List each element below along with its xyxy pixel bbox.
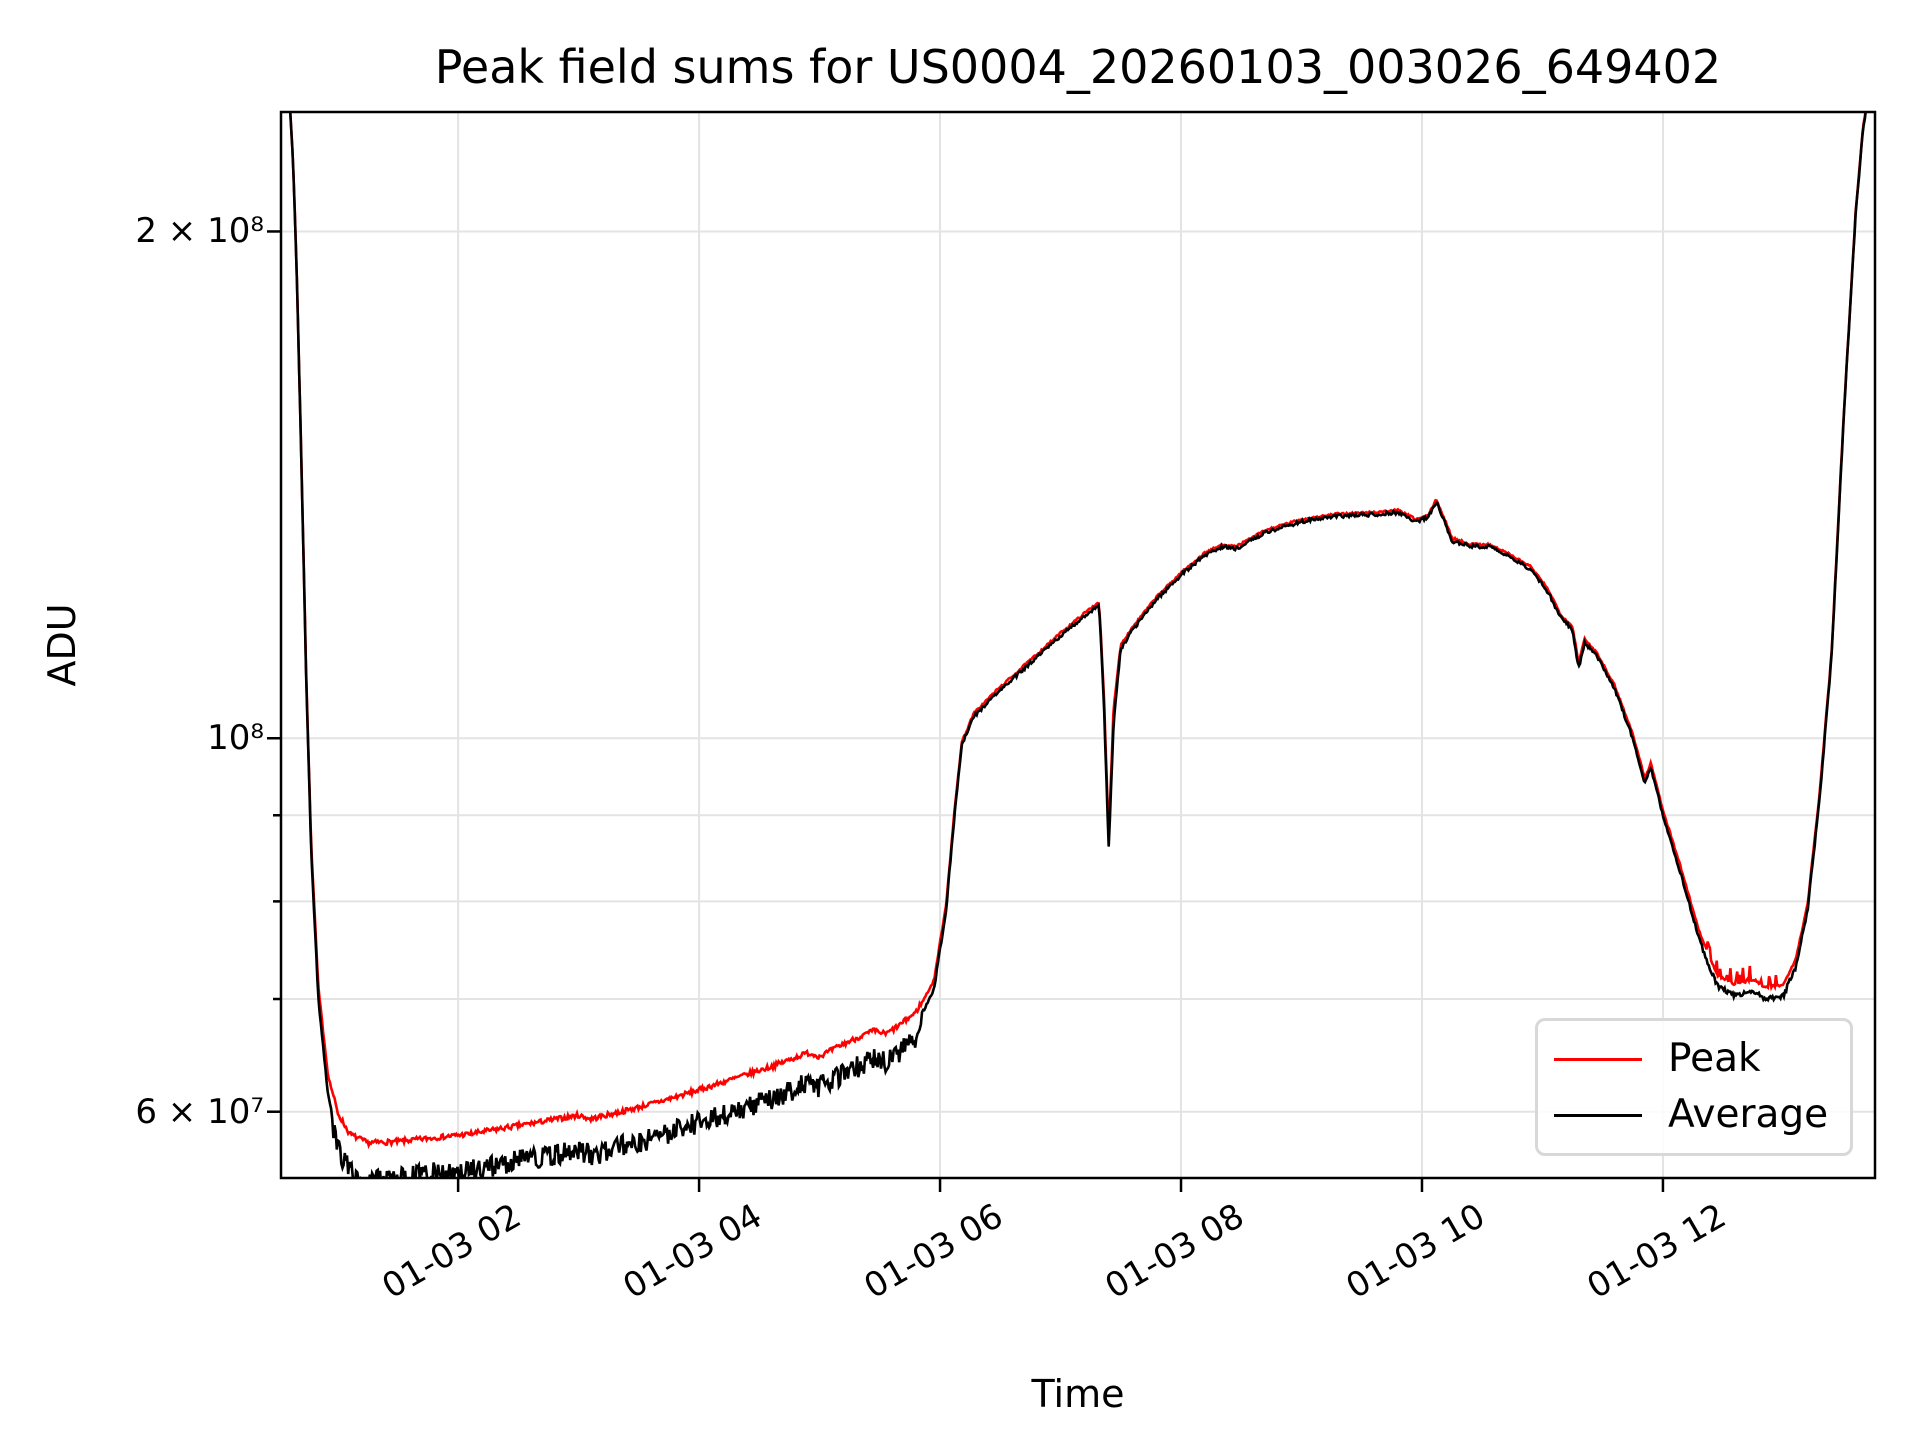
- legend-label: Peak: [1668, 1036, 1761, 1081]
- tick-marks: [267, 230, 1665, 1192]
- gridlines: [281, 112, 1875, 1178]
- series-layer: [288, 112, 1867, 1178]
- y-axis-label: ADU: [40, 603, 84, 687]
- legend-label: Average: [1668, 1092, 1829, 1137]
- chart-title: Peak field sums for US0004_20260103_0030…: [434, 40, 1722, 94]
- y-tick-label: 6 × 10⁷: [135, 1091, 264, 1132]
- legend-entry-average: Average: [1554, 1093, 1834, 1137]
- legend-entry-peak: Peak: [1554, 1037, 1834, 1081]
- y-tick-label: 2 × 10⁸: [135, 211, 264, 252]
- legend-line-sample: [1554, 1113, 1642, 1117]
- axes-spines: [279, 110, 1877, 1180]
- y-tick-label: 10⁸: [207, 718, 264, 759]
- series-line-average: [288, 112, 1867, 1178]
- x-axis-label: Time: [1031, 1372, 1125, 1416]
- legend-line-sample: [1554, 1057, 1642, 1061]
- legend: Peak Average: [1535, 1018, 1853, 1156]
